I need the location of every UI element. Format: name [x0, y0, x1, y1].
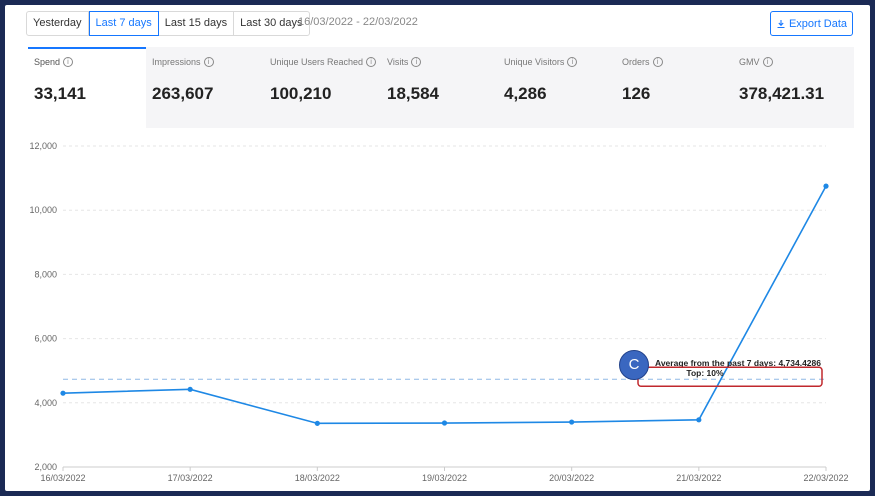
y-tick-label: 4,000	[34, 398, 57, 408]
data-point	[823, 183, 829, 189]
data-point	[187, 386, 193, 392]
x-tick-label: 19/03/2022	[422, 473, 467, 483]
x-tick-label: 20/03/2022	[549, 473, 594, 483]
y-tick-label: 2,000	[34, 462, 57, 472]
metric-label: Unique Users Reached	[270, 57, 364, 67]
info-icon[interactable]: i	[366, 57, 377, 67]
export-data-button[interactable]: Export Data	[770, 11, 853, 36]
data-point	[569, 419, 575, 425]
info-icon[interactable]: i	[567, 57, 578, 67]
series-line	[62, 185, 827, 425]
metric-card-orders[interactable]: Orders i 126	[616, 47, 733, 128]
metric-card-visits[interactable]: Visits i 18,584	[381, 47, 498, 128]
export-data-label: Export Data	[788, 17, 848, 30]
download-icon	[777, 19, 785, 28]
metric-label: Impressions	[152, 57, 201, 67]
metric-card-impressions[interactable]: Impressions i 263,607	[146, 47, 264, 128]
info-icon[interactable]: i	[203, 57, 214, 67]
data-point	[696, 417, 702, 423]
metric-card-gmv[interactable]: GMV i 378,421.31	[733, 47, 854, 128]
metric-value: 100,210	[270, 84, 332, 103]
metric-value: 263,607	[152, 84, 214, 103]
data-point	[314, 420, 320, 426]
date-range-text: 16/03/2022 - 22/03/2022	[298, 16, 418, 28]
metric-label: Orders	[622, 57, 650, 67]
date-range-tabs: Yesterday Last 7 days Last 15 days Last …	[26, 11, 310, 36]
x-tick-label: 17/03/2022	[168, 473, 213, 483]
y-tick-label: 6,000	[34, 334, 57, 344]
line-chart: 2,000 4,000 6,000 8,000 10,000 12,000 16/03/20…	[29, 141, 848, 483]
average-annotation-text: Average from the past 7 days: 4,734.4286	[655, 358, 821, 368]
metrics-bar: Spend i 33,141 Impressions i 263,607 Uniqu…	[28, 47, 854, 128]
x-tick-label: 16/03/2022	[40, 473, 85, 483]
metric-value: 126	[622, 84, 651, 103]
x-tick-label: 21/03/2022	[676, 473, 721, 483]
metric-card-spend[interactable]: Spend i 33,141	[28, 47, 146, 128]
info-icon[interactable]: i	[652, 57, 663, 67]
data-point	[441, 420, 448, 426]
metric-value: 378,421.31	[739, 84, 825, 103]
tab-last-30-days[interactable]: Last 30 days	[240, 17, 303, 29]
info-icon[interactable]: i	[63, 57, 74, 67]
metric-card-unique-users-reached[interactable]: Unique Users Reached i 100,210	[264, 47, 381, 128]
metric-value: 18,584	[387, 84, 439, 103]
x-tick-label: 22/03/2022	[803, 473, 848, 483]
data-point	[60, 390, 66, 396]
metric-value: 4,286	[504, 84, 547, 103]
tab-yesterday[interactable]: Yesterday	[27, 12, 89, 35]
metric-label: Visits	[387, 57, 409, 67]
tab-last-7-days[interactable]: Last 7 days	[88, 11, 159, 36]
y-tick-label: 10,000	[29, 205, 57, 215]
tab-last-15-days[interactable]: Last 15 days	[159, 12, 235, 35]
metric-label: Unique Visitors	[504, 57, 565, 67]
metric-value: 33,141	[34, 84, 86, 103]
x-tick-label: 18/03/2022	[295, 473, 340, 483]
info-icon[interactable]: i	[411, 57, 422, 67]
metric-label: GMV	[739, 57, 760, 67]
metric-card-unique-visitors[interactable]: Unique Visitors i 4,286	[498, 47, 616, 128]
top-percent-text: Top: 10%	[686, 368, 724, 378]
annotation-badge: C	[619, 350, 649, 380]
metric-label: Spend	[34, 57, 61, 67]
y-tick-label: 8,000	[34, 269, 57, 279]
info-icon[interactable]: i	[762, 57, 773, 67]
y-tick-label: 12,000	[29, 141, 57, 151]
highlight-box	[637, 366, 823, 387]
dashboard-panel: Yesterday Last 7 days Last 15 days Last …	[5, 5, 870, 491]
